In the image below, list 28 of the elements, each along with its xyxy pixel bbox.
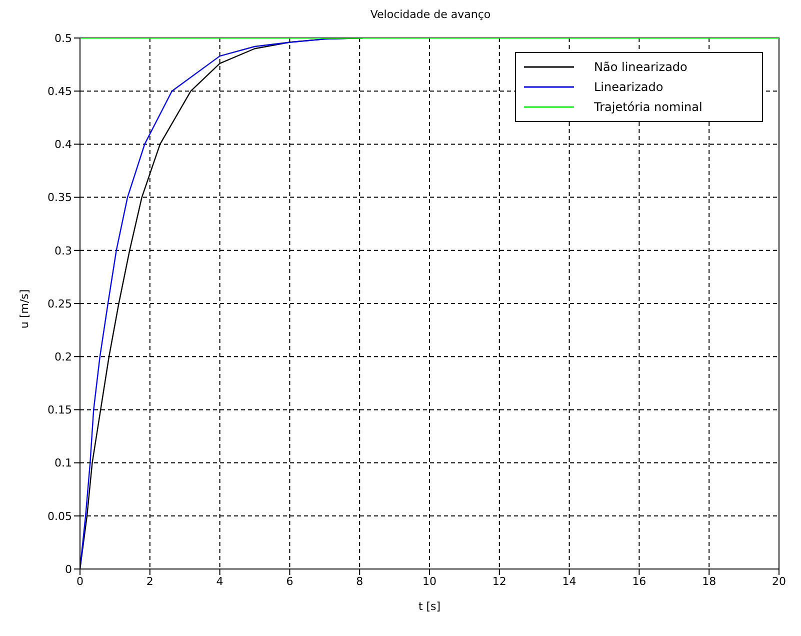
x-tick-label: 8	[356, 574, 364, 588]
x-tick-label: 12	[492, 574, 506, 588]
x-tick-label: 10	[422, 574, 436, 588]
y-tick-label: 0.35	[48, 191, 72, 204]
x-tick-label: 16	[632, 574, 646, 588]
y-tick-label: 0.15	[48, 404, 72, 417]
y-tick-label: 0.25	[48, 297, 72, 310]
chart-title: Velocidade de avanço	[369, 8, 492, 23]
x-tick-label: 4	[216, 574, 224, 588]
legend-label: Linearizado	[594, 80, 664, 94]
y-tick-label: 0.5	[54, 32, 72, 45]
y-tick-label: 0.45	[48, 85, 72, 98]
x-tick-label: 18	[702, 574, 716, 588]
x-tick-label: 0	[76, 574, 84, 588]
x-tick-label: 14	[562, 574, 576, 588]
x-tick-label: 20	[772, 574, 786, 588]
y-axis-title: u [m/s]	[18, 289, 31, 328]
y-tick-label: 0.05	[48, 510, 72, 523]
legend-label: Trajetória nominal	[594, 100, 702, 114]
y-tick-label: 0.3	[54, 244, 72, 258]
y-tick-label: 0.2	[54, 350, 72, 364]
x-axis-title: t [s]	[418, 600, 441, 613]
y-tick-label: 0.4	[54, 138, 72, 152]
x-tick-label: 6	[286, 574, 294, 588]
y-tick-label: 0.1	[54, 456, 72, 470]
y-tick-label: 0	[65, 562, 72, 576]
x-tick-label: 2	[146, 574, 154, 588]
legend-label: Não linearizado	[594, 60, 688, 74]
